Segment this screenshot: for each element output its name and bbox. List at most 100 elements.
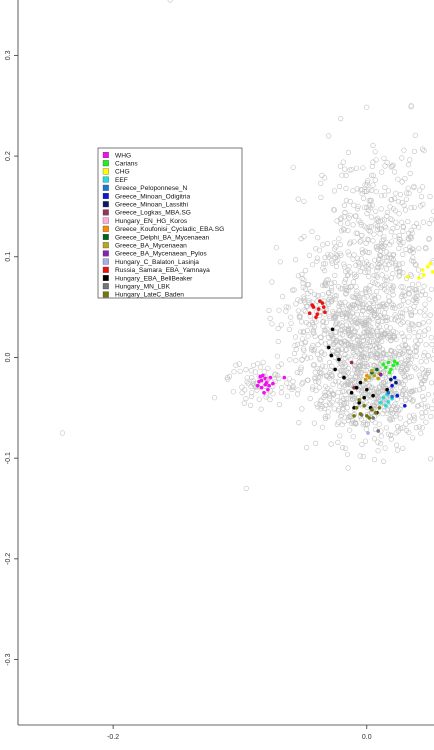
background-point <box>360 453 366 460</box>
background-point <box>325 374 331 380</box>
background-point <box>385 188 392 194</box>
background-point <box>330 333 336 340</box>
background-point <box>346 413 353 420</box>
data-point <box>315 312 320 317</box>
background-point <box>295 308 301 314</box>
background-point <box>367 362 373 368</box>
background-point <box>396 236 402 242</box>
background-point <box>375 318 381 325</box>
background-point <box>167 0 173 3</box>
background-point <box>369 187 375 193</box>
background-point <box>305 282 312 288</box>
series-eef <box>378 392 394 408</box>
data-point <box>342 375 346 380</box>
background-point <box>369 163 375 170</box>
background-point <box>377 313 384 319</box>
background-point <box>377 231 383 237</box>
background-point <box>342 311 348 317</box>
background-point <box>299 406 305 412</box>
background-point <box>343 285 349 292</box>
background-point <box>349 377 355 383</box>
background-point <box>310 384 316 390</box>
background-point <box>338 215 344 221</box>
background-point <box>356 294 362 300</box>
data-point <box>416 276 421 280</box>
background-point <box>390 288 396 294</box>
data-point <box>363 377 368 382</box>
background-point <box>310 322 316 328</box>
background-point <box>388 316 395 322</box>
data-point <box>362 403 367 408</box>
background-point <box>339 311 345 317</box>
background-point <box>412 295 418 301</box>
background-point <box>343 197 350 204</box>
background-point <box>301 234 307 240</box>
background-point <box>384 209 391 215</box>
background-point <box>359 441 365 448</box>
background-point <box>369 202 376 208</box>
data-point <box>282 375 287 380</box>
background-point <box>359 290 365 297</box>
background-point <box>405 218 411 225</box>
background-point <box>353 421 359 427</box>
background-point <box>375 352 381 358</box>
background-point <box>299 340 305 347</box>
background-point <box>390 410 396 416</box>
background-point <box>243 396 249 402</box>
background-point <box>359 334 366 341</box>
data-point <box>392 375 397 380</box>
background-point <box>419 393 426 400</box>
background-point <box>372 280 378 286</box>
background-point <box>343 172 349 178</box>
background-point <box>266 307 272 314</box>
background-point <box>345 249 351 255</box>
background-point <box>309 262 316 268</box>
background-point <box>355 203 361 209</box>
background-point <box>412 415 418 421</box>
background-point <box>361 261 368 267</box>
background-point <box>390 292 396 298</box>
background-point <box>366 266 372 272</box>
background-point <box>342 363 348 369</box>
axes <box>17 0 434 726</box>
background-point <box>338 414 344 420</box>
background-point <box>386 261 392 268</box>
background-point <box>422 373 429 380</box>
background-point <box>406 419 413 425</box>
background-point <box>413 348 420 354</box>
background-point <box>388 348 394 354</box>
background-point <box>321 282 328 288</box>
background-point <box>356 217 362 224</box>
background-point <box>313 246 319 252</box>
background-point <box>372 177 378 183</box>
background-point <box>400 445 406 451</box>
background-point <box>372 257 378 263</box>
background-point <box>256 396 262 402</box>
background-point <box>302 268 309 274</box>
background-point <box>341 202 348 208</box>
data-point <box>349 360 354 365</box>
background-point <box>249 390 255 396</box>
background-point <box>354 374 360 380</box>
background-point <box>365 262 372 268</box>
background-point <box>412 387 419 393</box>
background-point <box>345 327 352 333</box>
legend-swatch <box>102 266 109 273</box>
background-point <box>301 297 307 303</box>
background-point <box>381 254 387 261</box>
data-point <box>373 410 378 415</box>
data-point <box>258 374 263 379</box>
background-point <box>346 252 352 258</box>
background-point <box>389 163 395 169</box>
background-point <box>326 401 333 407</box>
background-point <box>422 404 429 410</box>
series-greece-peloponnese-n <box>386 390 394 399</box>
legend-swatch <box>102 184 109 191</box>
background-point <box>380 245 386 251</box>
background-point <box>352 213 358 219</box>
background-point <box>411 303 417 310</box>
legend-label: Greece_Minoan_Odigitria <box>115 193 190 200</box>
background-point <box>354 206 361 212</box>
data-point <box>320 301 325 305</box>
background-point <box>349 371 355 377</box>
